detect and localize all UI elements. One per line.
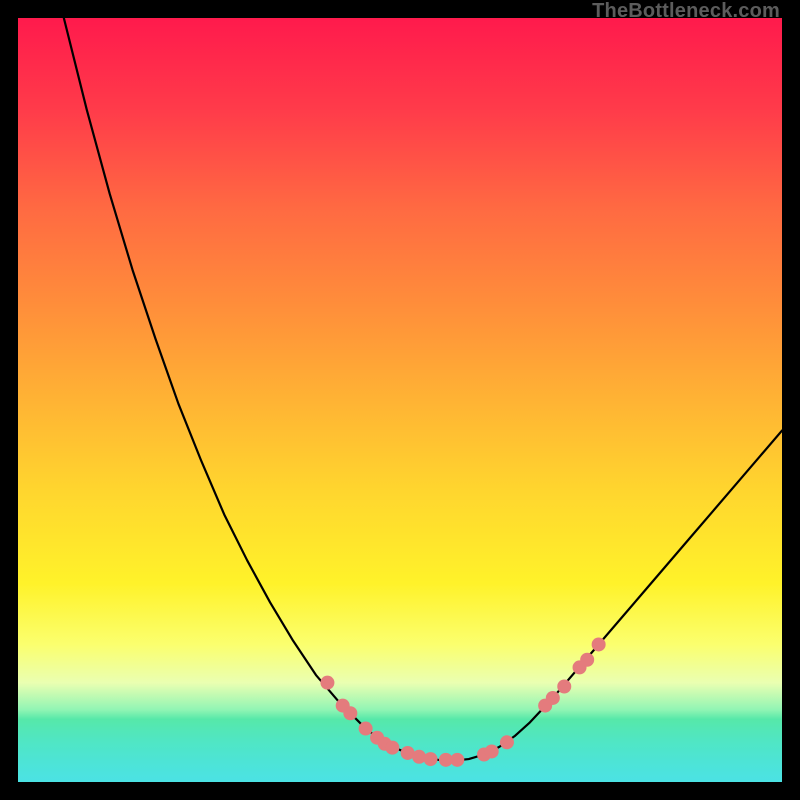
curve-marker bbox=[343, 706, 357, 720]
curve-marker bbox=[557, 680, 571, 694]
curve-marker bbox=[450, 753, 464, 767]
curve-marker bbox=[580, 653, 594, 667]
curve-marker bbox=[485, 744, 499, 758]
plot-area bbox=[18, 18, 782, 782]
curve-marker bbox=[320, 676, 334, 690]
curve-marker bbox=[592, 637, 606, 651]
gradient-background bbox=[18, 18, 782, 782]
curve-marker bbox=[500, 735, 514, 749]
curve-marker bbox=[359, 722, 373, 736]
chart-svg bbox=[18, 18, 782, 782]
curve-marker bbox=[385, 741, 399, 755]
chart-frame: TheBottleneck.com bbox=[0, 0, 800, 800]
curve-marker bbox=[424, 752, 438, 766]
curve-marker bbox=[546, 691, 560, 705]
